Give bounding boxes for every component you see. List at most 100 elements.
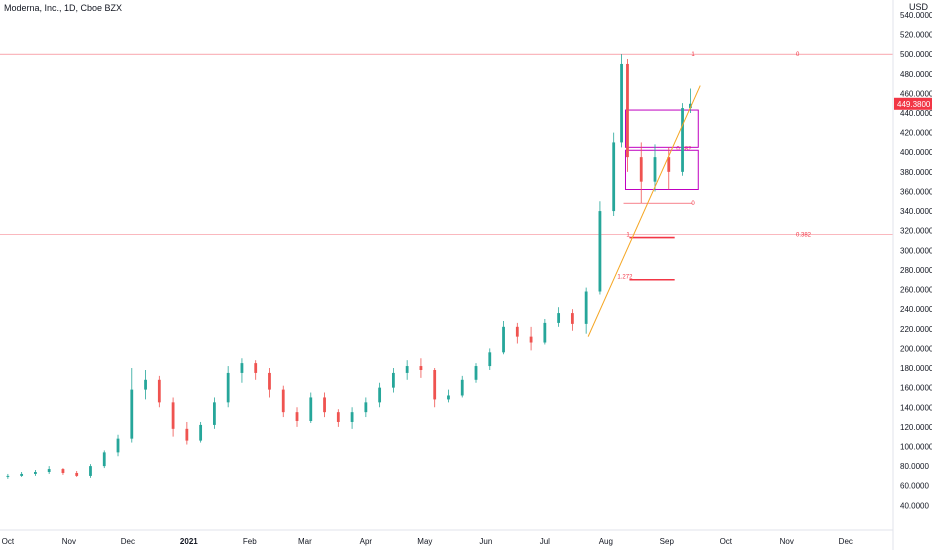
candle-body xyxy=(681,108,684,172)
candle xyxy=(584,287,588,334)
candle-body xyxy=(185,428,189,441)
candle xyxy=(626,59,629,172)
candle xyxy=(34,470,37,476)
candle xyxy=(460,375,464,398)
candle xyxy=(6,473,10,479)
x-tick-label: Nov xyxy=(780,537,794,546)
lower-range-box xyxy=(624,149,699,191)
candle xyxy=(612,132,616,216)
y-tick-label: 260.0000 xyxy=(900,286,932,295)
candle xyxy=(254,360,258,380)
currency-unit: USD xyxy=(908,2,928,12)
y-tick-label: 440.0000 xyxy=(900,109,932,118)
candle xyxy=(102,450,106,469)
y-tick-label: 380.0000 xyxy=(900,168,932,177)
candle-body xyxy=(639,157,643,182)
candle-body xyxy=(116,438,120,453)
candle-body xyxy=(626,63,629,158)
candle xyxy=(281,385,285,418)
y-tick-label: 60.0000 xyxy=(900,482,929,491)
candle xyxy=(336,409,340,427)
candle xyxy=(212,397,216,429)
y-tick-label: 200.0000 xyxy=(900,344,932,353)
x-tick-label: Dec xyxy=(839,537,853,546)
candle-body xyxy=(433,369,437,400)
candle-body xyxy=(543,322,547,343)
y-tick-label: 180.0000 xyxy=(900,364,932,373)
x-tick-label: 2021 xyxy=(180,537,198,546)
candle xyxy=(474,363,478,383)
candle-body xyxy=(515,326,519,337)
candle xyxy=(309,392,313,423)
candle xyxy=(47,466,51,474)
y-tick-label: 220.0000 xyxy=(900,325,932,334)
candle xyxy=(295,407,299,427)
x-tick-label: Jun xyxy=(479,537,492,546)
chart-title: Moderna, Inc., 1D, Cboe BZX xyxy=(4,3,123,13)
candle-body xyxy=(584,291,588,324)
candle xyxy=(350,407,354,429)
fibonacci-levels: 0 0.382 1 0.382 0 1 1.272 xyxy=(0,52,893,281)
candle xyxy=(405,360,409,380)
y-tick-label: 500.0000 xyxy=(900,50,932,59)
x-tick-label: Aug xyxy=(599,537,613,546)
candle xyxy=(639,142,643,204)
candle xyxy=(364,397,368,418)
candle-body xyxy=(612,142,616,212)
candle-body xyxy=(653,157,657,182)
candle-body xyxy=(460,379,464,396)
fib-ext-label-1: 1 xyxy=(626,233,630,239)
candle-body xyxy=(598,211,602,292)
candle-body xyxy=(212,402,216,425)
candle xyxy=(447,389,450,403)
upper-range-box xyxy=(624,109,699,148)
candle-body xyxy=(447,395,450,400)
candle xyxy=(268,368,271,398)
candle-body xyxy=(667,157,671,172)
x-tick-label: Dec xyxy=(121,537,135,546)
y-tick-label: 340.0000 xyxy=(900,207,932,216)
candle xyxy=(433,368,437,408)
candle-body xyxy=(199,424,203,441)
candle-body xyxy=(102,452,106,467)
candle-body xyxy=(529,336,533,343)
candle-body xyxy=(323,397,326,413)
fib-right-label-0382: 0.382 xyxy=(676,146,692,152)
candle xyxy=(681,103,684,176)
x-tick-label: Apr xyxy=(360,537,373,546)
support-trendline xyxy=(587,85,701,337)
candle-body xyxy=(620,63,623,143)
candle-body xyxy=(47,469,51,472)
candle xyxy=(61,468,65,475)
candle xyxy=(89,464,92,478)
candle-body xyxy=(6,475,10,477)
candle xyxy=(323,392,326,418)
candle-body xyxy=(240,363,244,373)
y-tick-label: 80.0000 xyxy=(900,462,929,471)
candle-body xyxy=(61,469,65,473)
candle xyxy=(667,147,671,190)
candle xyxy=(75,471,79,477)
trendline xyxy=(587,85,701,337)
x-axis: Oct Nov Dec 2021 Feb Mar Apr May Jun Jul Aug Sep Oct… xyxy=(0,529,893,546)
candle-body xyxy=(570,313,574,324)
y-tick-label: 280.0000 xyxy=(900,266,932,275)
y-axis: 40.0000 60.0000 80.0000 100.0000 120.0000 140… xyxy=(892,0,932,550)
candle xyxy=(378,382,382,408)
fib-label-0: 0 xyxy=(796,52,800,58)
candle xyxy=(185,421,189,445)
candle-body xyxy=(226,372,230,403)
y-tick-label: 540.0000 xyxy=(900,11,932,20)
y-tick-label: 320.0000 xyxy=(900,227,932,236)
candle-body xyxy=(295,412,299,421)
candle xyxy=(570,309,574,331)
x-tick-label: Oct xyxy=(720,537,733,546)
candle xyxy=(20,471,24,477)
candle xyxy=(515,322,519,344)
fib-ext-label-1272: 1.272 xyxy=(617,275,633,281)
candle xyxy=(557,307,561,327)
y-tick-label: 420.0000 xyxy=(900,129,932,138)
y-tick-label: 240.0000 xyxy=(900,305,932,314)
fib-label-0382: 0.382 xyxy=(796,233,812,239)
